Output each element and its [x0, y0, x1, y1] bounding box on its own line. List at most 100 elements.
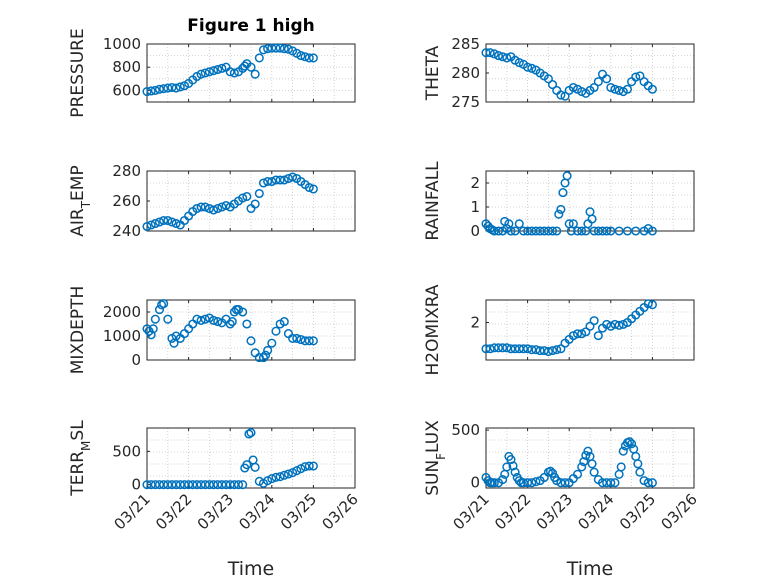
data-point: [279, 317, 289, 327]
data-point: [593, 77, 603, 87]
data-point: [196, 69, 206, 79]
x-tick-label: 03/25: [277, 490, 320, 533]
data-point: [154, 305, 165, 315]
data-point: [556, 90, 566, 100]
data-point: [159, 215, 169, 226]
data-point: [271, 472, 281, 482]
data-point: [213, 203, 223, 214]
y-axis-label: THETA: [423, 45, 443, 101]
data-point: [527, 345, 537, 355]
data-point: [258, 45, 269, 55]
data-point: [543, 74, 553, 84]
data-point: [179, 329, 189, 339]
data-point: [545, 466, 556, 476]
data-point: [283, 44, 293, 54]
data-point: [308, 184, 318, 194]
data-point: [587, 214, 597, 224]
data-point: [597, 69, 608, 79]
data-point: [263, 345, 273, 355]
data-point: [647, 226, 657, 236]
data-point: [204, 67, 214, 77]
data-point: [552, 85, 562, 95]
data-point: [502, 462, 512, 472]
x-tick-label: 03/22: [152, 490, 195, 533]
data-point: [250, 199, 260, 209]
data-point: [510, 467, 520, 477]
data-point: [627, 439, 637, 449]
data-point: [213, 317, 223, 327]
data-point: [602, 226, 612, 236]
data-point: [142, 221, 152, 232]
x-axis-label: Time: [227, 558, 275, 580]
data-point: [643, 478, 653, 488]
data-point: [275, 175, 285, 185]
data-point: [167, 217, 177, 227]
data-point: [631, 72, 641, 82]
data-point: [493, 51, 504, 61]
data-point: [583, 446, 593, 456]
data-point: [250, 462, 260, 472]
data-point: [308, 461, 318, 471]
data-point: [261, 350, 271, 360]
x-tick-label: 03/25: [616, 490, 659, 533]
data-point: [240, 61, 250, 71]
data-point: [489, 478, 499, 488]
data-point: [308, 336, 318, 346]
data-point: [589, 82, 599, 93]
axes-5: 0 1000 2000 MIXDEPTH: [68, 286, 356, 374]
data-point: [159, 84, 169, 94]
data-point: [154, 217, 165, 227]
data-point: [498, 343, 508, 353]
data-point: [254, 188, 264, 199]
data-point: [614, 85, 624, 95]
data-point: [618, 319, 628, 329]
y-tick-label: 500: [112, 442, 141, 460]
data-point: [242, 191, 252, 202]
data-point: [587, 459, 597, 469]
data-point: [296, 335, 306, 345]
data-point: [300, 462, 310, 472]
data-point: [213, 64, 223, 75]
data-point: [506, 226, 516, 236]
x-tick-label: 03/26: [319, 490, 362, 533]
data-point: [610, 84, 620, 94]
data-point: [279, 175, 289, 185]
data-point: [146, 330, 156, 340]
data-point: [163, 215, 173, 226]
y-tick-label: 240: [112, 222, 141, 240]
x-tick-label: 03/21: [111, 490, 154, 533]
data-point: [258, 353, 269, 363]
axes-box: [485, 427, 695, 489]
data-point: [485, 344, 495, 354]
axes-6: 2 H2OMIXRA: [423, 284, 695, 376]
axes-box: [485, 299, 695, 361]
x-tick-label: 03/21: [450, 490, 493, 533]
data-point: [146, 86, 156, 96]
data-point: [523, 478, 533, 488]
data-point: [263, 176, 273, 187]
axes-2: 275 280 285 THETA: [423, 35, 695, 111]
data-point: [200, 68, 210, 78]
data-point: [304, 461, 314, 471]
y-tick-label: 600: [112, 81, 141, 99]
data-point: [622, 84, 632, 94]
data-point: [614, 320, 624, 330]
data-point: [296, 51, 306, 61]
data-point: [146, 220, 156, 230]
data-point: [614, 469, 624, 479]
data-point: [142, 87, 152, 97]
data-point: [518, 344, 528, 354]
data-point: [647, 84, 657, 94]
data-point: [602, 74, 612, 84]
data-point: [552, 226, 562, 236]
axes-box: [146, 43, 356, 103]
x-tick-label: 03/23: [194, 490, 237, 533]
data-point: [572, 329, 583, 339]
data-point: [304, 336, 314, 346]
axes-8: 0 500SUNFLUX03/2103/2203/2303/2403/2503/2…: [423, 420, 701, 580]
data-point: [209, 205, 219, 215]
data-point: [167, 82, 177, 93]
y-axis-label: TERRMSL: [68, 420, 93, 497]
data-point: [304, 182, 314, 193]
